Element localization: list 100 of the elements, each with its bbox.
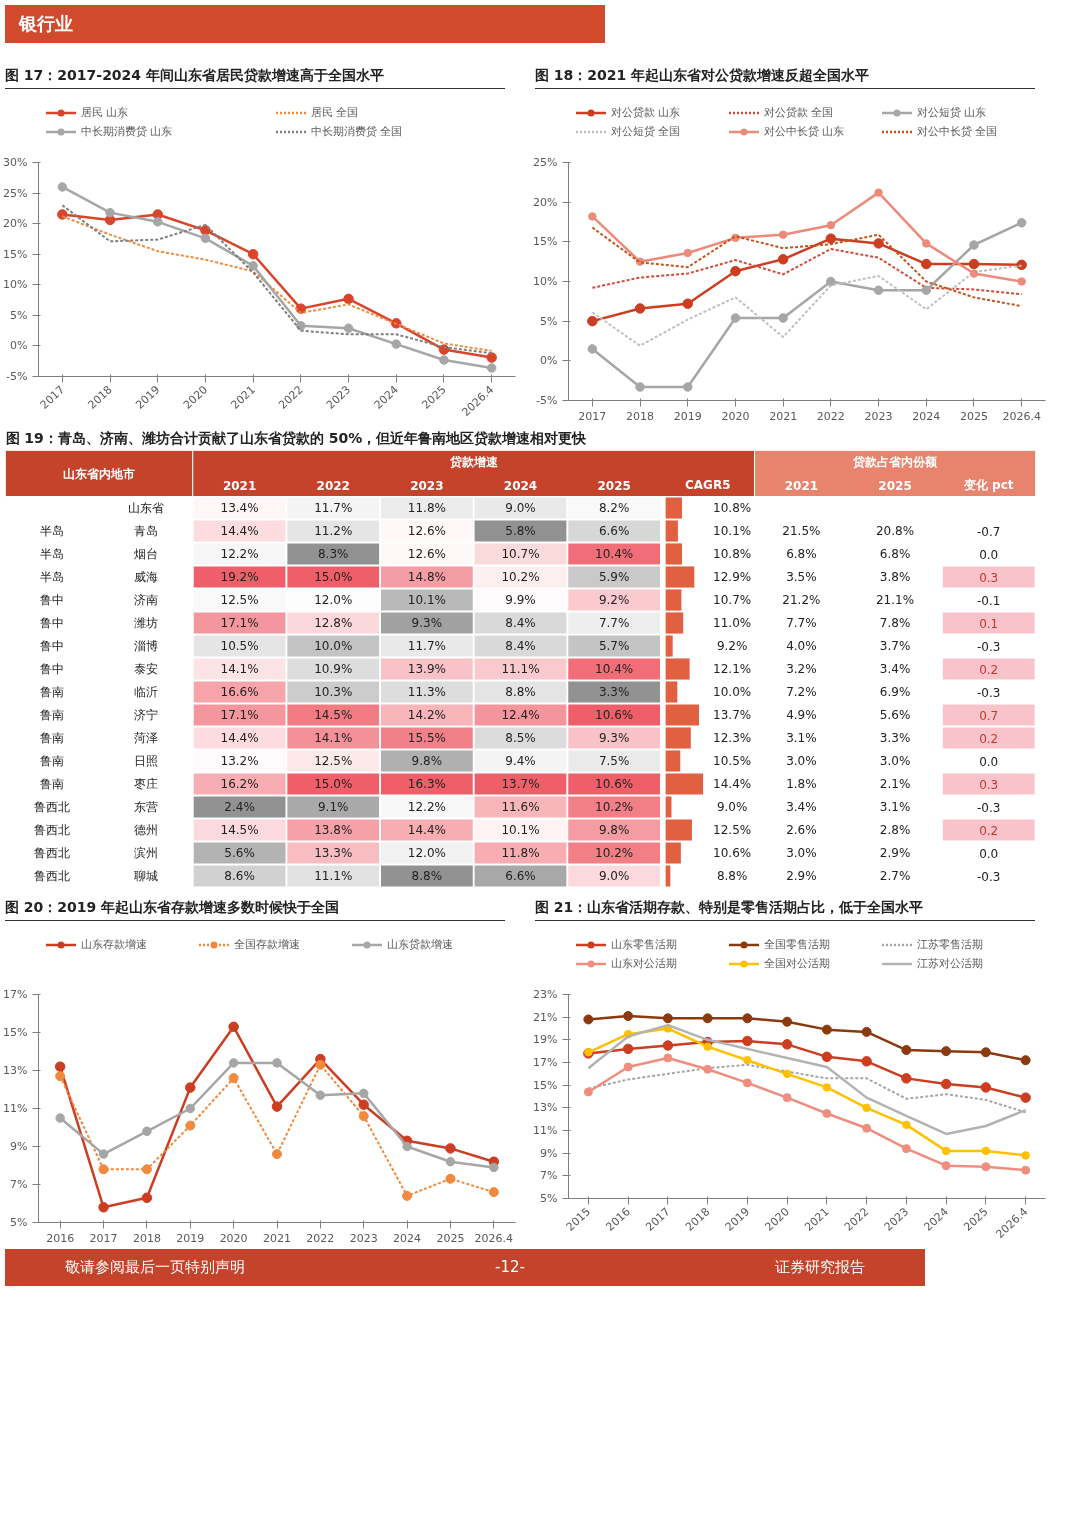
legend-label: 江苏对公活期	[916, 957, 983, 970]
point	[862, 1103, 871, 1113]
point	[228, 1021, 239, 1033]
data-label: 10.8%	[713, 547, 752, 561]
data-label: 0.2	[979, 662, 999, 677]
data-label: -0.7	[976, 524, 1001, 539]
data-label: 10.5%	[713, 754, 752, 768]
data-label: 7.7%	[598, 616, 630, 630]
point	[622, 1043, 634, 1055]
point	[742, 1035, 753, 1047]
point	[782, 1069, 792, 1079]
x-tick-label: 2020	[219, 1231, 248, 1245]
data-label: 12.5%	[713, 823, 752, 837]
y2-tick-label: 鲁中	[40, 593, 65, 607]
y2-tick-label: 鲁中	[40, 616, 65, 630]
data-label: 17.1%	[220, 616, 259, 630]
point	[825, 233, 837, 244]
point	[683, 382, 693, 392]
point	[98, 1164, 109, 1175]
point	[921, 258, 932, 270]
data-label: 6.6%	[505, 869, 536, 883]
point	[248, 261, 258, 271]
point	[778, 313, 788, 323]
data-label: 13.7%	[501, 777, 540, 791]
y-tick-label: 9%	[10, 1140, 28, 1153]
data-label: 10.0%	[713, 685, 752, 699]
data-label: 12.8%	[314, 616, 353, 630]
data-label: 15.0%	[314, 570, 353, 584]
data-label: 14.1%	[314, 731, 353, 745]
data-label: 7.8%	[879, 616, 911, 630]
x-tick-label: 2022	[816, 409, 845, 423]
x-tick-label: 2024	[912, 409, 941, 423]
y2-tick-label: 鲁中	[40, 639, 65, 653]
data-label: 10.2%	[501, 570, 540, 584]
y-tick-label: 15%	[3, 247, 28, 261]
point	[968, 258, 980, 270]
point	[781, 1039, 793, 1050]
legend-label: 对公贷款 全国	[763, 106, 833, 119]
point	[663, 1053, 673, 1063]
data-label: 10.6%	[595, 708, 634, 722]
point	[55, 1071, 66, 1082]
legend-label: 居民 全国	[310, 106, 358, 119]
data-label: 3.1%	[879, 800, 911, 814]
data-label: 11.0%	[713, 616, 752, 630]
point	[439, 355, 449, 365]
data-label: 0.0	[979, 754, 999, 769]
point	[941, 1161, 951, 1171]
data-label: 9.1%	[317, 800, 349, 814]
data-label: 12.2%	[407, 800, 446, 814]
y-tick-label: 烟台	[133, 547, 158, 561]
point	[488, 1187, 499, 1198]
text: 山东省内地市	[63, 466, 136, 481]
data-label: -0.3	[976, 685, 1001, 700]
point	[272, 1058, 282, 1068]
x-tick-label: 变化 pct	[962, 478, 1014, 492]
data-label: 16.3%	[407, 777, 446, 791]
point	[185, 1082, 196, 1093]
y2-tick-label: 半岛	[40, 570, 65, 584]
data-label: 14.8%	[407, 570, 446, 584]
legend-label: 中长期消费贷 山东	[80, 125, 172, 138]
text: 敬请参阅最后一页特别声明	[65, 1257, 245, 1278]
point	[782, 1093, 792, 1103]
x-tick-label: 2025	[436, 1231, 465, 1245]
data-label: 9.2%	[598, 593, 630, 607]
data-label: 3.0%	[786, 846, 817, 860]
x-tick-label: 2017	[578, 409, 607, 423]
point	[861, 1056, 872, 1067]
y-tick-label: 山东省	[127, 501, 164, 515]
data-label: 10.3%	[314, 685, 353, 699]
data-label: 6.9%	[879, 685, 911, 699]
point	[55, 1113, 65, 1123]
x-tick-label: 2020	[721, 409, 750, 423]
data-label: 3.7%	[879, 639, 911, 653]
data-label: 13.7%	[713, 708, 752, 722]
y-tick-label: 0%	[10, 339, 28, 353]
data-label: 3.1%	[786, 731, 817, 745]
chart-title: 图 19：青岛、济南、潍坊合计贡献了山东省贷款的 50%，但近年鲁南地区贷款增速相对更快	[5, 429, 588, 446]
data-label: 8.8%	[716, 869, 748, 883]
y-tick-label: 17%	[3, 988, 28, 1001]
point	[969, 240, 979, 250]
y-tick-label: 10%	[3, 278, 28, 292]
data-label: 21.1%	[875, 593, 915, 607]
y-tick-label: -5%	[536, 394, 558, 407]
point	[445, 1173, 456, 1184]
x-tick-label: 2026.4	[1002, 409, 1041, 423]
point	[703, 1042, 712, 1051]
point	[874, 188, 883, 197]
point	[1016, 218, 1027, 228]
point	[54, 1061, 66, 1072]
y-tick-label: 枣庄	[133, 777, 158, 791]
data-label: 19.2%	[220, 570, 259, 584]
legend-label: 山东贷款增速	[386, 938, 453, 951]
data-label: 12.6%	[407, 524, 446, 538]
data-label: 13.4%	[220, 501, 259, 515]
point	[826, 276, 836, 287]
point	[822, 1083, 832, 1092]
data-label: 3.2%	[786, 662, 817, 676]
data-label: 14.4%	[220, 731, 259, 745]
data-label: 2.6%	[786, 823, 817, 837]
x-tick-label: 2023	[349, 1231, 378, 1245]
